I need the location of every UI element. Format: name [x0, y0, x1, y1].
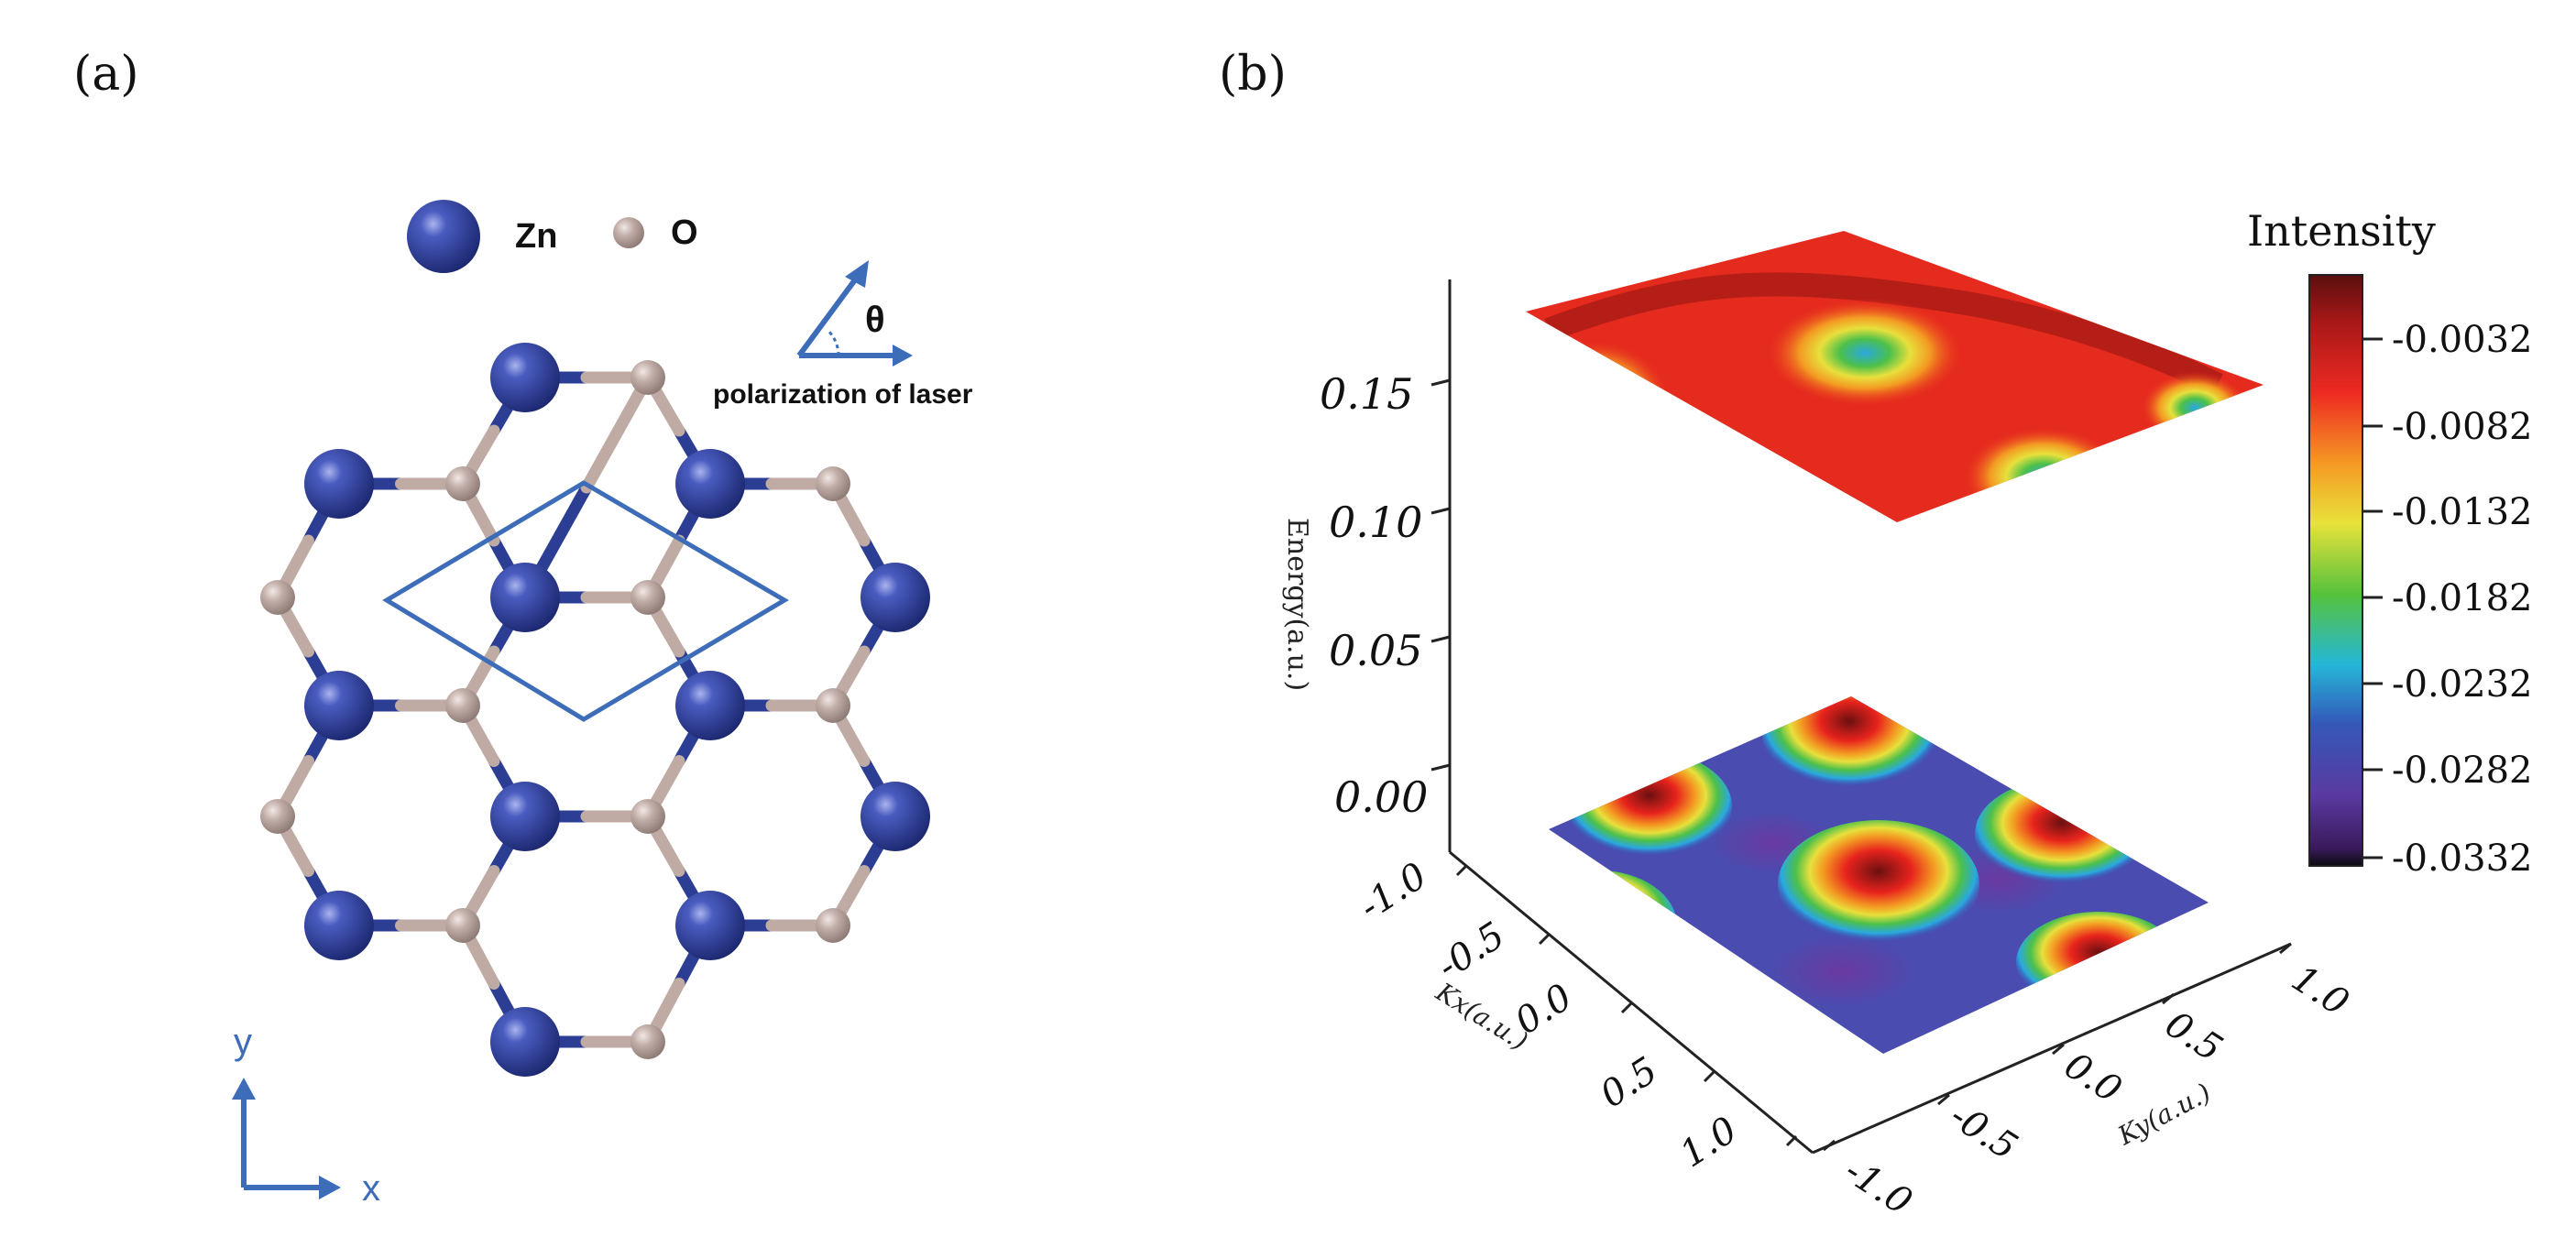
ky-ticks	[1823, 942, 2292, 1152]
colorbar-tick-1: -0.0082	[2392, 406, 2532, 448]
colorbar-tick-4: -0.0232	[2392, 663, 2532, 706]
colorbar-tick-3: -0.0182	[2392, 577, 2532, 619]
kx-tick-4: 1.0	[1672, 1109, 1744, 1176]
zinc-atom	[304, 671, 374, 740]
energy-tick-0: 0.15	[1320, 369, 1413, 419]
colorbar-tick-6: -0.0332	[2392, 837, 2532, 880]
bottom-surface-peak	[2016, 912, 2181, 1013]
top-surface-dip	[2140, 371, 2250, 444]
bottom-surface-dip	[1769, 935, 1915, 1008]
ky-tick-3: -0.5	[1943, 1095, 2025, 1169]
polarization-caption: polarization of laser	[713, 379, 973, 410]
bottom-surface-peak	[1567, 751, 1732, 861]
panel-b-label: (b)	[1219, 47, 1287, 102]
zinc-atom	[675, 449, 745, 519]
top-surface-dip	[1764, 298, 1966, 408]
angle-arc-icon	[826, 328, 840, 356]
oxygen-atom	[445, 688, 480, 723]
oxygen-atom	[816, 688, 850, 723]
atom-legend: Zn O	[407, 200, 698, 273]
top-surface-ridge-shade	[1544, 272, 2223, 396]
zinc-atom	[675, 891, 745, 960]
o-legend-label: O	[671, 213, 698, 252]
zno-lattice	[260, 343, 930, 1077]
oxygen-atom	[630, 799, 665, 834]
zinc-atom	[490, 343, 560, 412]
kx-tick-1: -0.5	[1430, 914, 1512, 989]
panel-a: (a) Zn O θ polarization of laser	[73, 47, 973, 1209]
colorbar-tick-5: -0.0282	[2392, 750, 2532, 792]
kx-tick-0: -1.0	[1352, 855, 1434, 929]
y-axis-label: y	[234, 1022, 252, 1062]
axes-frame	[1448, 279, 2292, 1155]
bottom-surface-peak	[1975, 779, 2149, 889]
kx-axis-line	[1449, 850, 1814, 1155]
bottom-surface-peak	[1778, 820, 1979, 948]
x-axis-arrowhead-icon	[319, 1176, 341, 1199]
colorbar-gradient	[2308, 274, 2363, 867]
oxygen-atom	[445, 908, 480, 943]
bond-segment	[580, 371, 654, 494]
zinc-atom	[490, 782, 560, 851]
polarization-arrowhead-icon	[845, 260, 869, 288]
kx-tick-3: 0.5	[1593, 1049, 1664, 1116]
oxygen-atom	[816, 466, 850, 501]
colorbar-tick-0: -0.0032	[2392, 319, 2532, 361]
zinc-atom	[860, 563, 930, 632]
ky-tick-4: -1.0	[1837, 1150, 1920, 1224]
zn-legend-label: Zn	[515, 217, 557, 256]
ky-tick-2: 0.0	[2057, 1045, 2129, 1111]
oxygen-atom	[816, 908, 850, 943]
bottom-surface-peak	[1762, 696, 1936, 793]
zinc-atom	[304, 891, 374, 960]
atom-group	[260, 343, 930, 1077]
panel-b: (b) 0.15 0.10 0.05 0.00 Energy(a.u.) -1.…	[1219, 47, 2532, 1223]
oxygen-atom	[260, 580, 295, 615]
zinc-atom	[675, 671, 745, 740]
ky-tick-0: 1.0	[2285, 958, 2356, 1024]
zn-legend-icon	[407, 200, 480, 273]
unit-cell-rhombus	[382, 480, 789, 722]
x-reference-arrowhead-icon	[893, 345, 913, 367]
colorbar-tick-2: -0.0132	[2392, 491, 2532, 533]
x-axis-label: x	[362, 1168, 380, 1209]
oxygen-atom	[630, 360, 665, 395]
polarization-arrow-icon	[796, 269, 864, 357]
ky-tick-1: 0.5	[2158, 1003, 2230, 1070]
top-surface-dip	[1961, 426, 2126, 522]
angle-symbol: θ	[865, 300, 885, 340]
y-axis-arrowhead-icon	[232, 1078, 256, 1100]
zinc-atom	[860, 782, 930, 851]
colorbar-ticks	[2362, 337, 2383, 859]
panel-a-label: (a)	[73, 47, 139, 102]
zinc-atom	[304, 449, 374, 519]
o-legend-icon	[613, 217, 644, 248]
energy-ticks	[1431, 378, 1451, 772]
energy-axis-label: Energy(a.u.)	[1281, 518, 1313, 691]
kx-ticks	[1455, 864, 1798, 1147]
bottom-surface-peak	[1549, 870, 1677, 980]
top-surface-dip	[1663, 447, 1828, 522]
oxygen-atom	[445, 466, 480, 501]
ky-axis-label: Ky(a.u.)	[2112, 1078, 2216, 1152]
energy-tick-2: 0.05	[1329, 626, 1422, 675]
conduction-band-surface	[1526, 231, 2264, 522]
ky-axis-line	[1812, 942, 2292, 1155]
oxygen-atom	[630, 1024, 665, 1059]
xy-axes: y x	[232, 1022, 380, 1209]
energy-tick-3: 0.00	[1334, 772, 1428, 822]
top-surface-dip	[1526, 339, 1672, 467]
zinc-atom	[490, 563, 560, 632]
energy-tick-1: 0.10	[1329, 498, 1422, 547]
polarization-indicator: θ polarization of laser	[713, 260, 973, 410]
colorbar-title: Intensity	[2247, 206, 2436, 256]
zinc-atom	[490, 1007, 560, 1077]
colorbar: Intensity -0.0032 -0.0082 -0.0132 -0.018…	[2247, 206, 2532, 880]
oxygen-atom	[260, 799, 295, 834]
oxygen-atom	[630, 580, 665, 615]
